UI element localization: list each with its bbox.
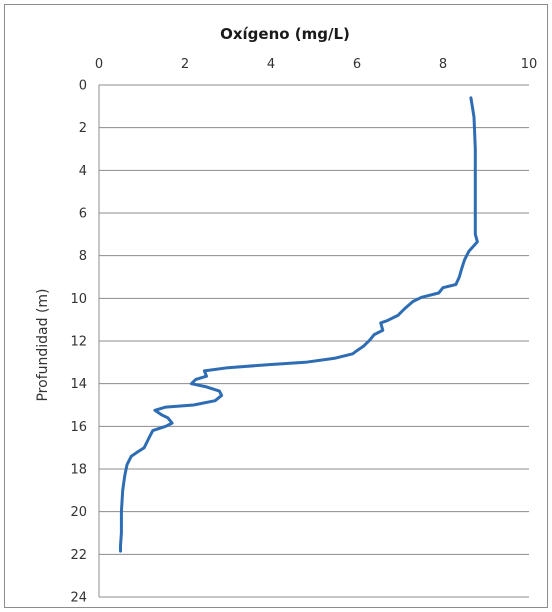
y-tick-label: 12	[70, 335, 87, 350]
y-axis-label: Profundidad (m)	[35, 288, 51, 401]
x-tick-label: 4	[267, 57, 275, 72]
y-tick-label: 20	[70, 505, 87, 520]
chart-frame: Oxígeno (mg/L) 0 2 4 6 8 10 0 2 4 6 8 10 12 14 16 18 20…	[4, 4, 548, 608]
chart-title: Oxígeno (mg/L)	[220, 25, 350, 43]
y-tick-label: 14	[70, 377, 87, 392]
grid-lines	[99, 84, 529, 598]
y-tick-label: 0	[79, 79, 87, 94]
y-tick-label: 10	[70, 292, 87, 307]
x-tick-label: 2	[181, 57, 189, 72]
x-tick-labels: 0 2 4 6 8 10	[95, 57, 537, 72]
x-tick-label: 8	[439, 57, 447, 72]
y-tick-label: 18	[70, 463, 87, 478]
y-tick-label: 16	[70, 420, 87, 435]
y-tick-label: 4	[79, 164, 87, 179]
y-tick-label: 6	[79, 207, 87, 222]
series-layer	[119, 96, 479, 553]
y-tick-label: 8	[79, 249, 87, 264]
oxygen-series-line	[119, 96, 479, 553]
y-tick-label: 24	[70, 591, 87, 606]
y-tick-label: 22	[70, 548, 87, 563]
x-tick-label: 0	[95, 57, 103, 72]
x-tick-label: 10	[521, 57, 538, 72]
y-tick-label: 2	[79, 121, 87, 136]
x-tick-label: 6	[353, 57, 361, 72]
oxygen-profile-chart: Oxígeno (mg/L) 0 2 4 6 8 10 02468101214161820…	[35, 25, 537, 606]
